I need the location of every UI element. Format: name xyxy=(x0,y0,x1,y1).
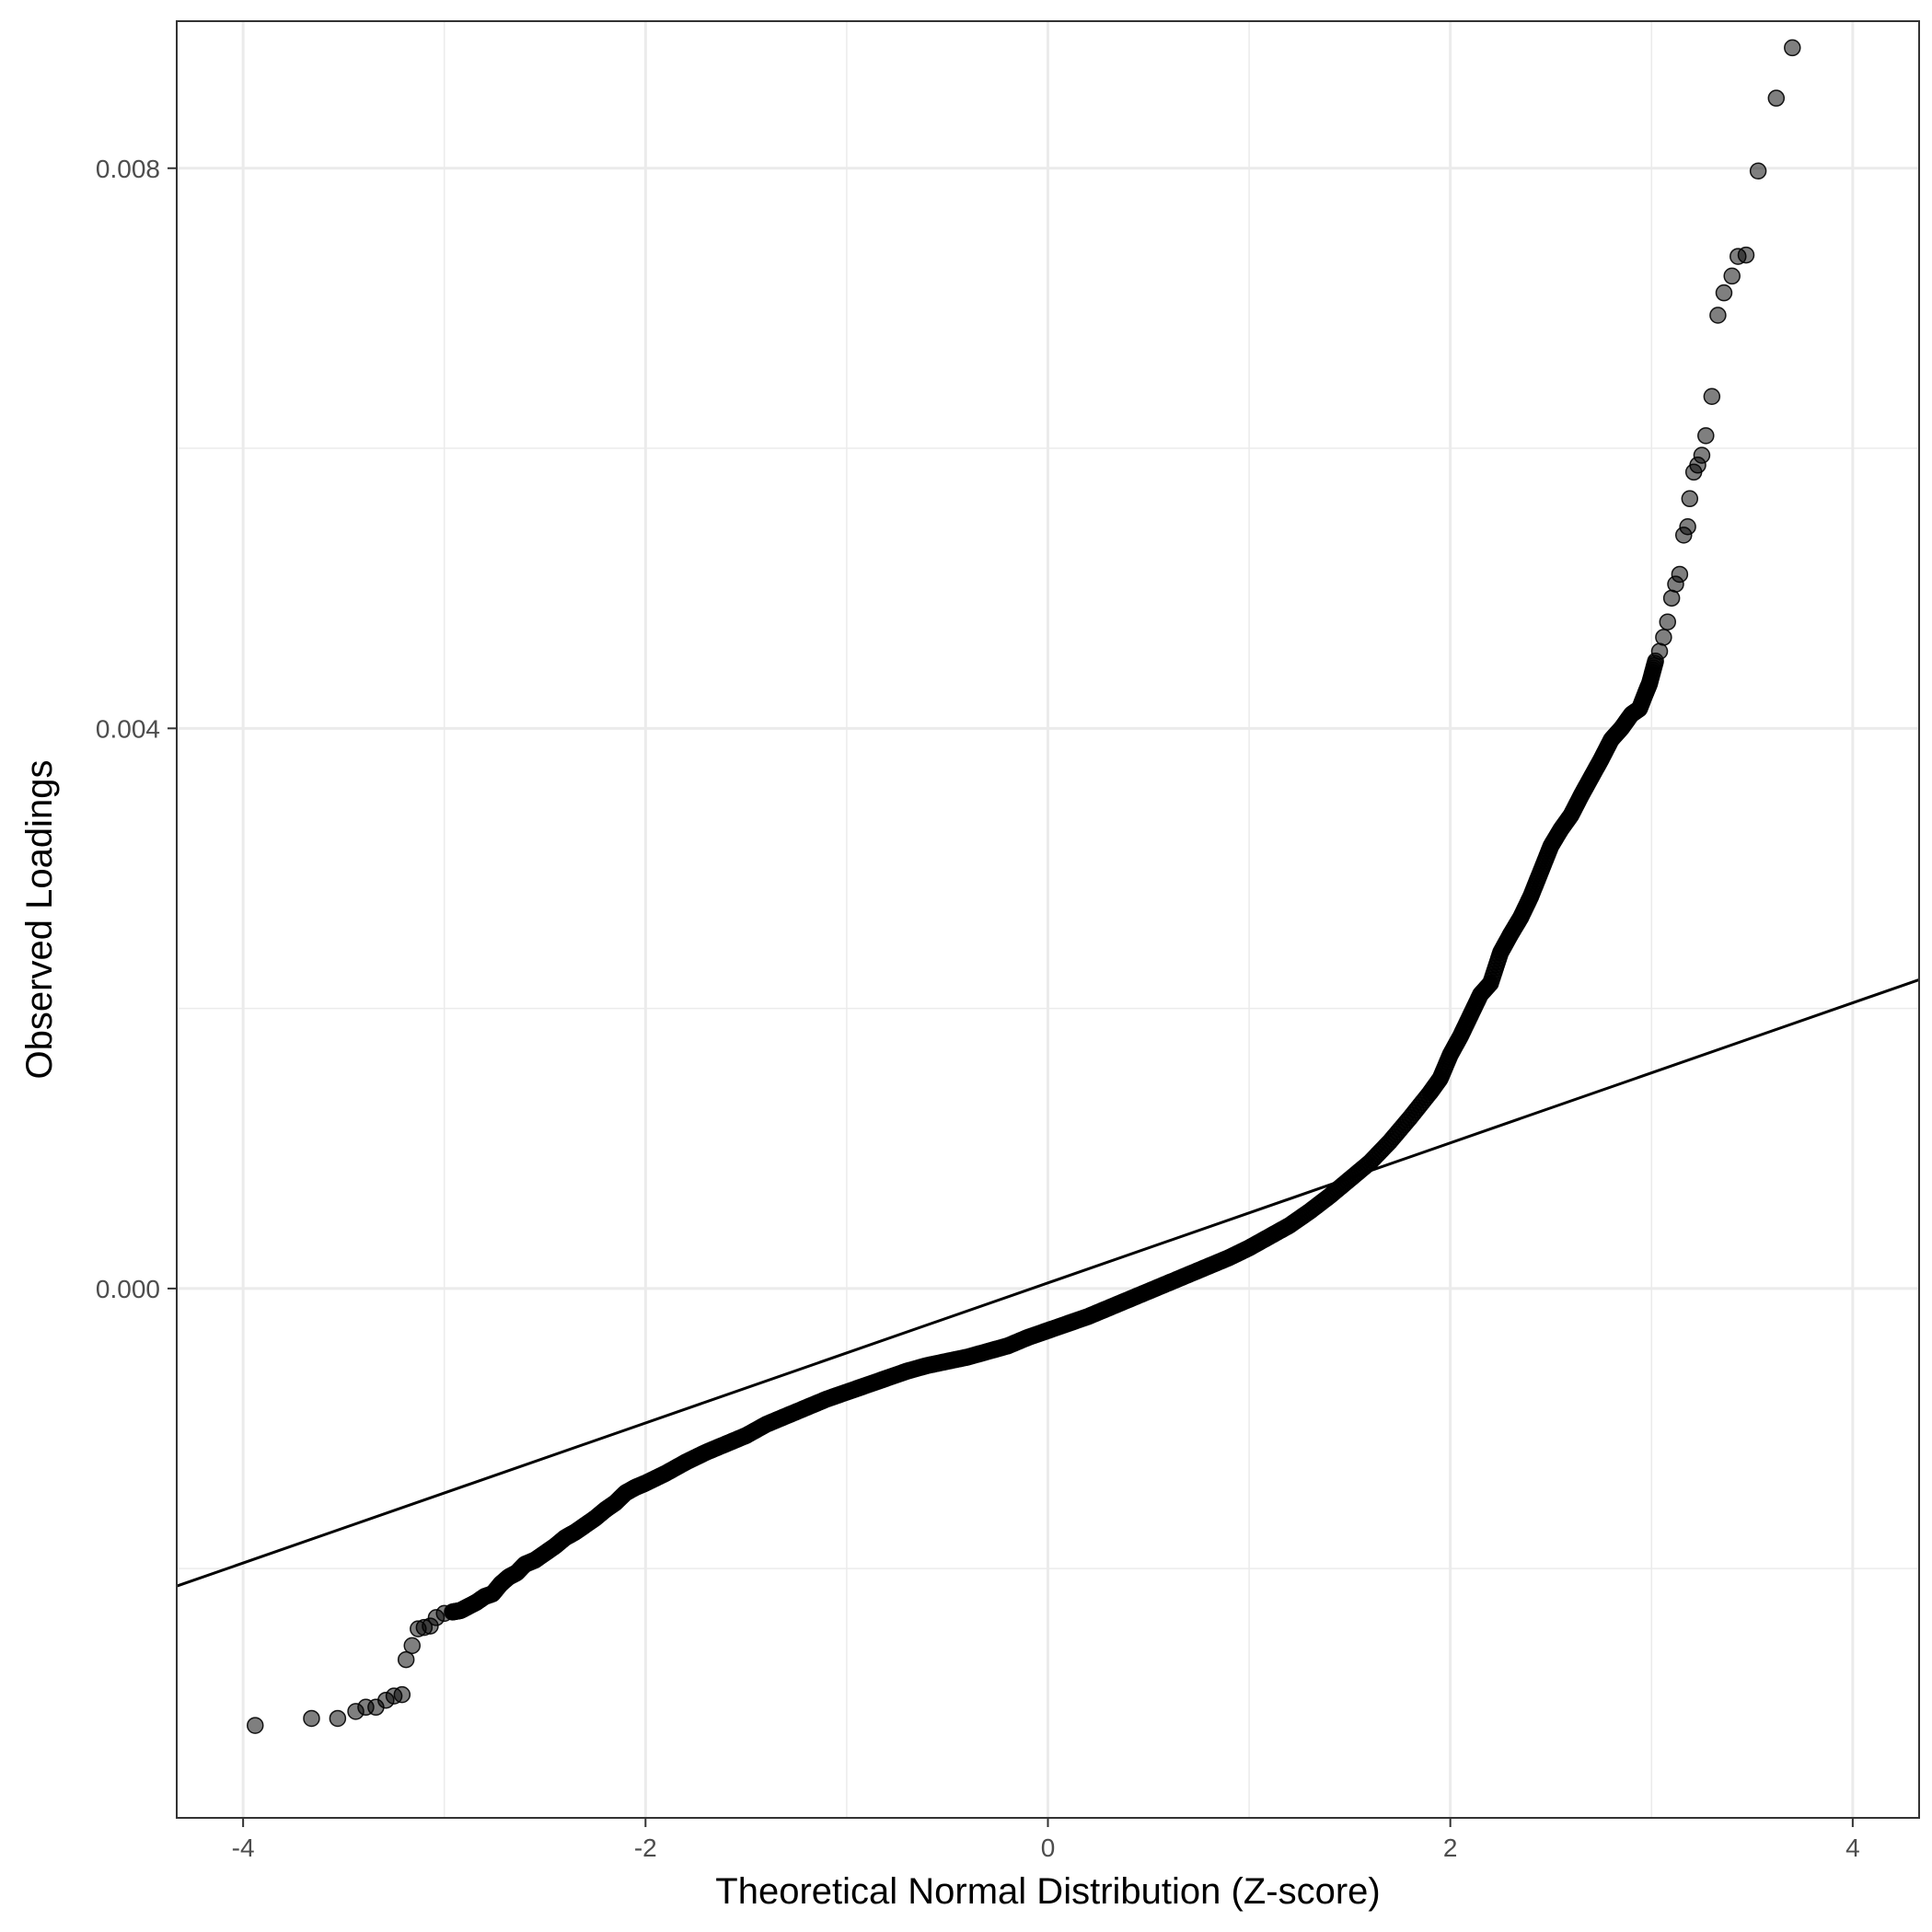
x-tick-label: 4 xyxy=(1845,1834,1860,1862)
y-tick-label: 0.000 xyxy=(96,1275,160,1303)
data-point xyxy=(1784,39,1801,57)
x-tick-label: -4 xyxy=(232,1834,255,1862)
data-point xyxy=(1679,517,1696,536)
x-tick-label: 0 xyxy=(1041,1834,1056,1862)
x-axis-ticks: -4 -2 0 2 4 xyxy=(232,1818,1860,1862)
y-tick-label: 0.008 xyxy=(96,155,160,183)
data-point xyxy=(1767,89,1786,107)
x-tick-label: 2 xyxy=(1443,1834,1458,1862)
data-point xyxy=(303,1709,320,1728)
data-point xyxy=(1737,246,1755,264)
data-point xyxy=(1723,267,1741,285)
data-point xyxy=(1650,642,1669,660)
data-point xyxy=(403,1637,422,1655)
data-point xyxy=(1703,388,1721,405)
y-axis-title: Observed Loadings xyxy=(19,760,60,1080)
data-point xyxy=(247,1717,264,1734)
data-point xyxy=(1671,565,1689,584)
data-point xyxy=(1715,283,1733,302)
x-axis-title: Theoretical Normal Distribution (Z-score… xyxy=(715,1871,1380,1912)
x-tick-label: -2 xyxy=(634,1834,657,1862)
data-point xyxy=(1662,589,1681,607)
data-point xyxy=(397,1650,415,1669)
reference-line xyxy=(176,978,1920,1588)
y-tick-label: 0.004 xyxy=(96,714,160,743)
data-point xyxy=(1655,629,1672,646)
data-point xyxy=(329,1709,347,1728)
data-point xyxy=(1659,613,1677,631)
data-points xyxy=(247,39,1801,1734)
data-point xyxy=(1749,162,1767,180)
y-axis-ticks: 0.000 0.004 0.008 xyxy=(96,155,177,1303)
data-point xyxy=(1697,427,1715,445)
data-point xyxy=(1709,307,1727,324)
data-point xyxy=(1693,446,1711,464)
data-point xyxy=(1681,490,1699,508)
data-point xyxy=(393,1685,411,1704)
